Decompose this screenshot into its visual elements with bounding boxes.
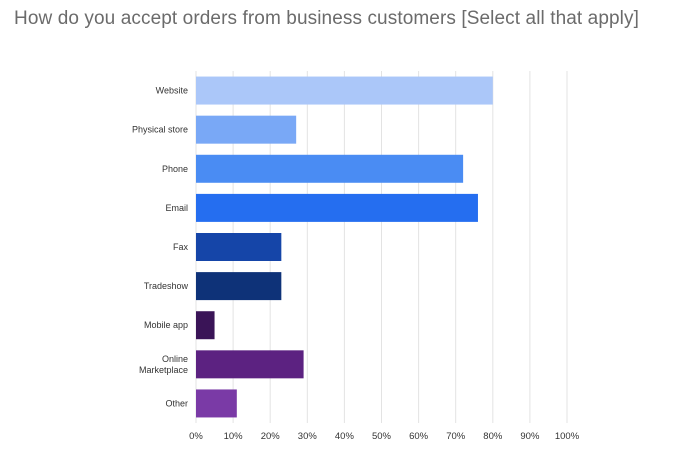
bar bbox=[196, 76, 493, 105]
x-tick-label: 40% bbox=[335, 431, 355, 442]
x-tick-label: 10% bbox=[224, 431, 244, 442]
bar bbox=[196, 311, 215, 340]
category-label: Online Marketplace bbox=[139, 354, 188, 375]
category-label: Phone bbox=[162, 164, 188, 174]
bar bbox=[196, 193, 478, 222]
category-label: Other bbox=[165, 398, 188, 408]
category-label: Mobile app bbox=[144, 320, 188, 330]
chart-title: How do you accept orders from business c… bbox=[14, 8, 639, 29]
category-label: Email bbox=[165, 203, 188, 213]
category-labels: Website Physical store Phone Email Fax Trades… bbox=[132, 86, 189, 409]
x-tick-label: 20% bbox=[261, 431, 281, 442]
bar bbox=[196, 115, 297, 144]
category-label: Tradeshow bbox=[144, 281, 189, 291]
x-tick-label: 60% bbox=[409, 431, 429, 442]
x-tick-label: 100% bbox=[555, 431, 580, 442]
x-tick-label: 0% bbox=[189, 431, 203, 442]
bar bbox=[196, 350, 304, 379]
category-label: Physical store bbox=[132, 125, 188, 135]
bars bbox=[196, 76, 493, 418]
bar bbox=[196, 233, 282, 261]
category-label: Website bbox=[156, 86, 188, 96]
bar bbox=[196, 272, 282, 301]
bar bbox=[196, 154, 464, 183]
x-tick-label: 90% bbox=[520, 431, 540, 442]
x-tick-label: 70% bbox=[446, 431, 466, 442]
x-tick-label: 50% bbox=[372, 431, 392, 442]
category-label: Fax bbox=[173, 242, 189, 252]
x-tick-label: 80% bbox=[483, 431, 503, 442]
bar bbox=[196, 389, 237, 418]
x-tick-label: 30% bbox=[298, 431, 318, 442]
x-tick-labels: 0% 10% 20% 30% 40% 50% 60% 70% 80% 90% 100% bbox=[189, 431, 580, 442]
